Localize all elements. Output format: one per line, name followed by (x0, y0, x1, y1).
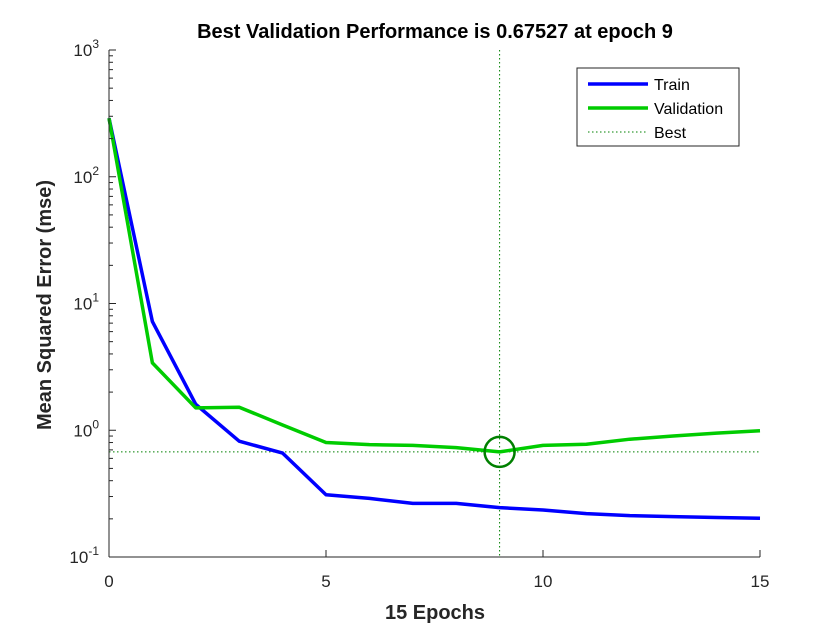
y-axis-label: Mean Squared Error (mse) (34, 180, 56, 430)
x-tick-label: 0 (104, 572, 113, 591)
x-tick-label: 15 (751, 572, 770, 591)
best-marker (483, 435, 516, 469)
series-validation-line (107, 117, 761, 454)
y-tick-label: 10-1 (69, 544, 99, 567)
x-tick-label: 5 (321, 572, 330, 591)
plot-area (107, 50, 761, 557)
legend: Train Validation Best (576, 67, 740, 147)
chart-title: Best Validation Performance is 0.67527 a… (197, 21, 673, 43)
y-tick-label: 102 (73, 164, 99, 187)
y-tick-label: 103 (73, 37, 99, 60)
y-tick-label: 101 (73, 291, 99, 314)
axes: 0 5 10 15 10-1 100 101 102 103 (69, 37, 769, 591)
legend-label-validation: Validation (654, 101, 723, 118)
legend-label-train: Train (654, 77, 690, 94)
y-tick-label: 100 (73, 417, 99, 440)
legend-label-best: Best (654, 125, 687, 142)
x-tick-label: 10 (534, 572, 553, 591)
x-axis-label: 15 Epochs (385, 602, 485, 624)
series-train-line (107, 117, 761, 521)
